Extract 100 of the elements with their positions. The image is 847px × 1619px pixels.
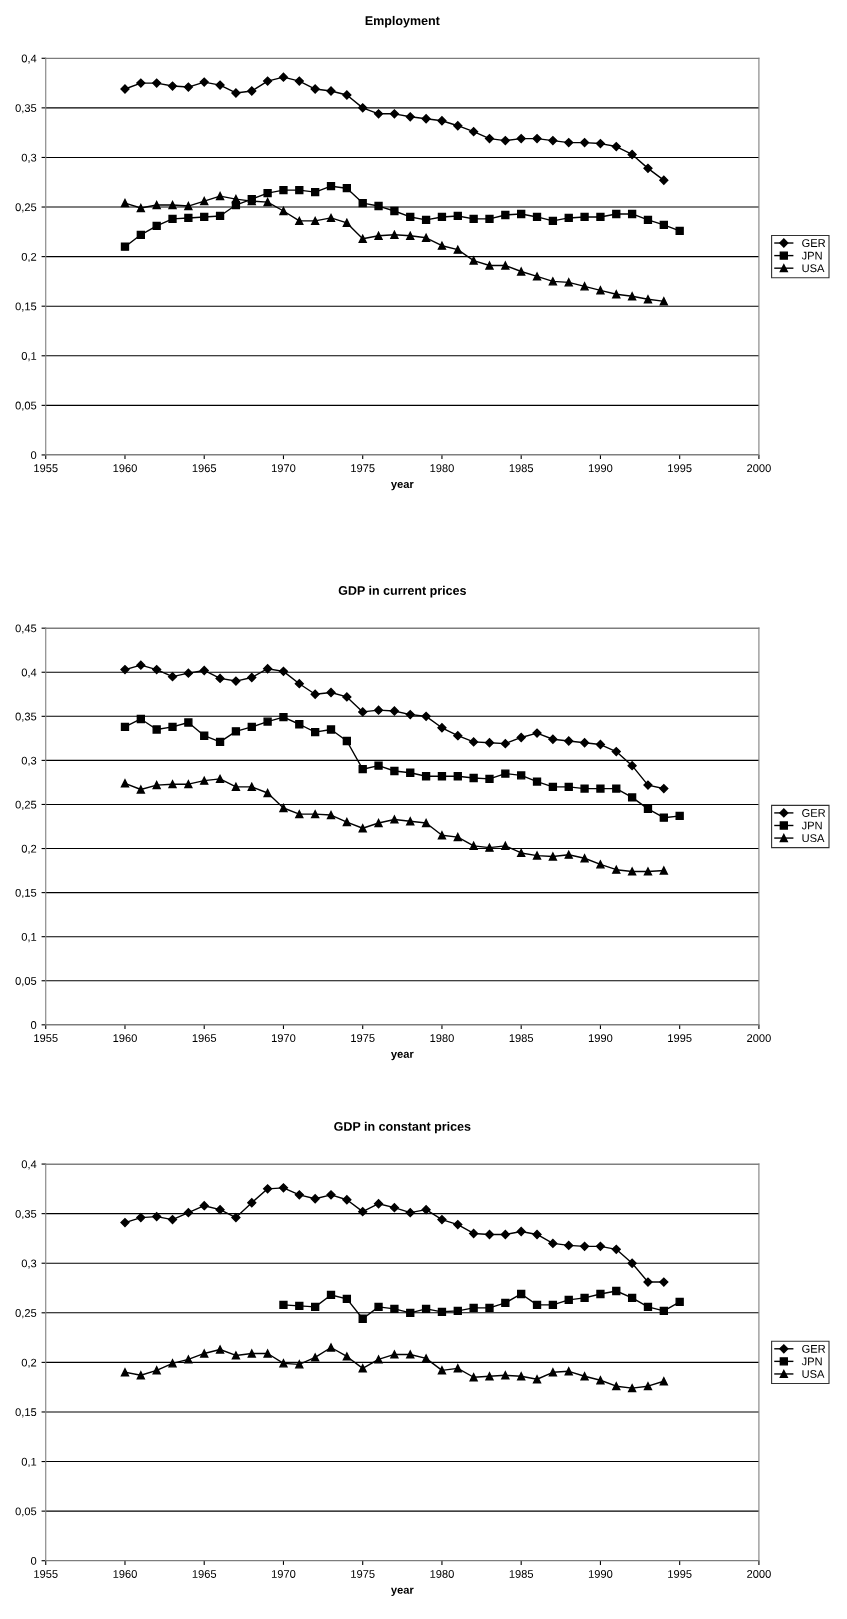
point <box>659 1277 669 1287</box>
point <box>564 850 573 859</box>
x-tick-label: 1985 <box>509 1570 534 1578</box>
y-tick-label: 0,1 <box>21 932 37 943</box>
point <box>437 1366 447 1375</box>
x-tick-label: 1965 <box>192 1570 217 1578</box>
point <box>627 1293 637 1303</box>
point <box>579 738 590 748</box>
point <box>469 127 479 137</box>
x-tick-label: 1975 <box>351 1034 375 1043</box>
point <box>358 234 367 243</box>
point <box>231 1351 241 1360</box>
x-tick-label: 1975 <box>351 464 375 473</box>
point <box>564 1367 573 1376</box>
point <box>437 1307 447 1316</box>
point <box>485 214 494 224</box>
point <box>168 214 177 224</box>
point <box>501 1371 510 1380</box>
point <box>659 220 668 230</box>
point <box>596 1289 605 1299</box>
point <box>200 1349 209 1358</box>
point <box>247 86 257 96</box>
y-tick-label: 0,4 <box>21 1160 37 1170</box>
point <box>580 784 589 793</box>
point <box>247 722 256 732</box>
point <box>215 1205 225 1215</box>
point <box>437 831 447 840</box>
point <box>453 245 462 254</box>
point <box>612 1286 621 1296</box>
point <box>183 668 193 678</box>
point <box>501 261 510 270</box>
point <box>659 297 668 306</box>
point <box>453 1219 463 1230</box>
x-tick-label: 1965 <box>192 1034 217 1043</box>
y-tick-label: 0,25 <box>15 1309 37 1319</box>
point <box>564 782 573 792</box>
point <box>596 212 605 222</box>
point <box>358 198 367 208</box>
point <box>200 776 209 785</box>
point <box>580 212 589 222</box>
point <box>247 1198 257 1208</box>
point <box>390 230 399 239</box>
point <box>136 78 146 88</box>
point <box>215 673 225 684</box>
point <box>263 197 272 207</box>
point <box>326 1343 336 1352</box>
point <box>406 1308 415 1317</box>
point <box>342 692 352 702</box>
point <box>611 746 621 757</box>
point <box>469 1373 478 1382</box>
point <box>469 1303 478 1313</box>
point <box>342 1352 352 1361</box>
point <box>517 267 526 276</box>
point <box>421 1304 431 1314</box>
point <box>168 1359 177 1368</box>
point <box>485 261 494 270</box>
y-tick-label: 0,25 <box>15 203 37 213</box>
x-axis-title: year <box>390 481 414 491</box>
point <box>548 135 558 146</box>
point <box>167 1214 178 1225</box>
point <box>199 1201 209 1211</box>
point <box>564 736 574 746</box>
y-tick-label: 0 <box>30 1021 37 1029</box>
point <box>278 666 289 676</box>
point <box>263 788 272 798</box>
point <box>294 1190 304 1200</box>
point <box>580 1372 589 1381</box>
point <box>231 88 241 98</box>
x-tick-label: 1965 <box>192 464 217 473</box>
y-tick-label: 0,2 <box>21 844 37 854</box>
point <box>580 1293 589 1303</box>
point <box>358 1314 367 1323</box>
point <box>659 175 669 185</box>
point <box>580 854 589 863</box>
point <box>437 116 447 126</box>
point <box>374 1302 383 1312</box>
point <box>184 718 193 727</box>
y-tick-label: 0,35 <box>15 1209 37 1220</box>
point <box>136 230 145 239</box>
point <box>295 186 304 195</box>
point <box>421 114 431 124</box>
point <box>199 77 209 87</box>
point <box>358 103 368 113</box>
point <box>469 773 478 783</box>
point <box>215 1345 225 1354</box>
point <box>643 295 653 304</box>
point <box>596 784 605 793</box>
point <box>278 72 289 82</box>
point <box>612 784 621 793</box>
point <box>310 809 320 819</box>
point <box>564 1295 573 1305</box>
y-tick-label: 0,35 <box>15 712 37 722</box>
point <box>152 221 161 231</box>
point <box>168 722 177 732</box>
point <box>532 272 542 281</box>
point <box>627 793 637 802</box>
point <box>532 1375 542 1384</box>
point <box>231 676 241 686</box>
point <box>453 1364 462 1373</box>
point <box>199 665 209 676</box>
